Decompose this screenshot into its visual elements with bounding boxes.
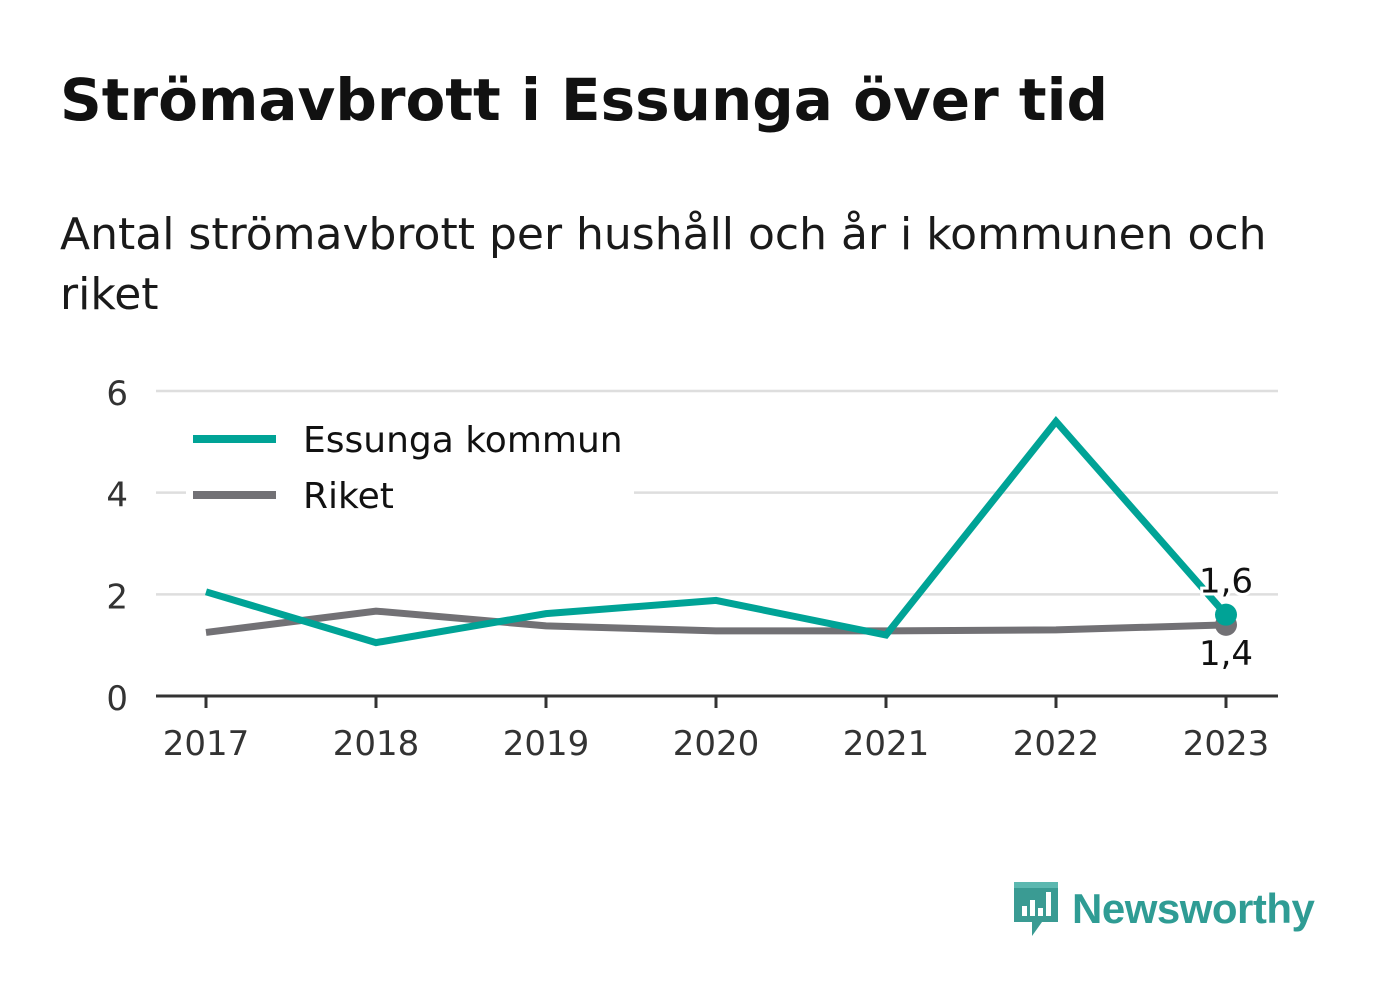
series-end-point-0 [1215, 603, 1237, 626]
x-tick-label-2021: 2021 [843, 724, 930, 764]
x-tick-label-2017: 2017 [163, 724, 250, 764]
newsworthy-logo-text: Newsworthy [1072, 885, 1315, 932]
x-tick-label-2018: 2018 [333, 724, 420, 764]
newsworthy-logo: Newsworthy [1010, 878, 1315, 940]
y-tick-label-0: 0 [106, 679, 128, 719]
newsworthy-logo-icon [1014, 882, 1058, 936]
x-tick-label-2023: 2023 [1183, 724, 1270, 764]
x-tick-label-2020: 2020 [673, 724, 760, 764]
chart-subtitle: Antal strömavbrott per hushåll och år i … [60, 209, 1267, 320]
chart-title: Strömavbrott i Essunga över tid [60, 66, 1109, 134]
y-tick-label-6: 6 [106, 374, 128, 414]
legend-label-0: Essunga kommun [303, 420, 623, 461]
x-tick-label-2022: 2022 [1013, 724, 1100, 764]
series-end-label-0: 1,6 [1199, 562, 1253, 602]
series-line-1 [205, 607, 1227, 636]
x-tick-label-2019: 2019 [503, 724, 590, 764]
legend-background [186, 412, 634, 524]
y-tick-label-4: 4 [106, 476, 128, 516]
legend-label-1: Riket [303, 476, 394, 517]
series-line-0 [204, 416, 1229, 647]
series-end-label-1: 1,4 [1199, 634, 1253, 674]
y-tick-label-2: 2 [106, 577, 128, 617]
